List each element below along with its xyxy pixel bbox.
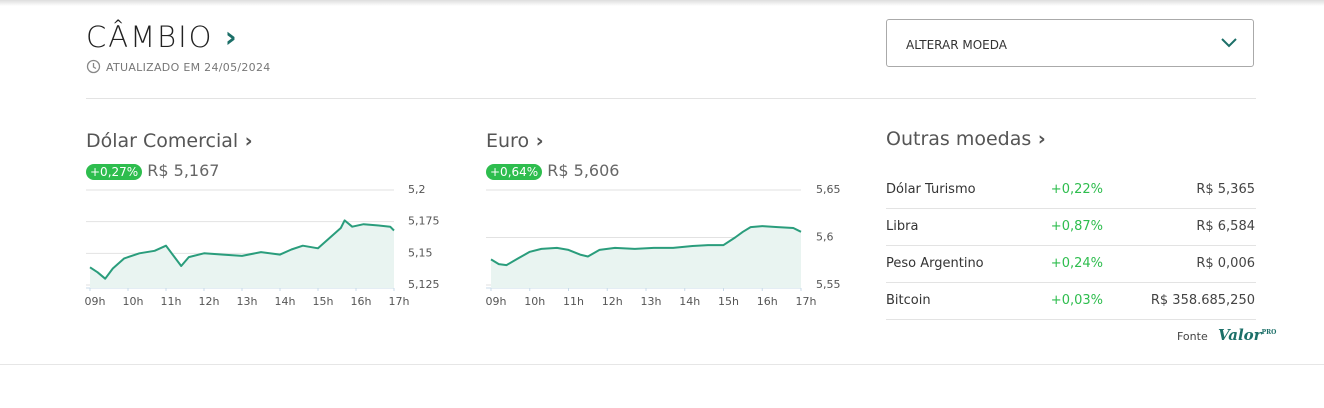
change-badge: +0,27% [86, 164, 143, 180]
section-title[interactable]: CÂMBIO [86, 20, 214, 54]
currency-name: Bitcoin [886, 293, 931, 308]
x-tick-label: 16h [757, 295, 778, 308]
x-tick-label: 13h [641, 295, 662, 308]
x-tick-label: 09h [85, 295, 106, 308]
area [491, 226, 801, 288]
line [89, 219, 395, 280]
updated-date: ATUALIZADO EM 24/05/2024 [106, 61, 271, 74]
x-tick-label: 09h [486, 295, 507, 308]
currency-price: R$ 6,584 [1196, 219, 1255, 234]
chart-title[interactable]: Euro [486, 130, 530, 152]
currency-row: Peso Argentino +0,24% R$ 0,006 [886, 245, 1256, 283]
chart-title[interactable]: Dólar Comercial [86, 130, 239, 152]
area [90, 220, 394, 288]
currency-name: Peso Argentino [886, 256, 984, 271]
x-tick-label: 11h [161, 295, 182, 308]
y-tick-label: 5,65 [816, 183, 841, 196]
top-shadow [0, 0, 1324, 6]
bottom-divider [0, 364, 1324, 365]
price: R$ 5,606 [547, 161, 620, 180]
chevron-down [1221, 38, 1237, 48]
clock-icon [86, 59, 101, 74]
y-tick-label: 5,125 [408, 278, 440, 291]
x-tick-label: 17h [796, 295, 817, 308]
currency-price: R$ 5,365 [1196, 182, 1255, 197]
y-tick-label: 5,55 [816, 278, 841, 291]
x-tick-label: 10h [524, 295, 545, 308]
x-tick-label: 14h [679, 295, 700, 308]
currency-change: +0,22% [1050, 182, 1103, 197]
quote: +0,64% R$ 5,606 [486, 161, 619, 180]
y-tick-label: 5,175 [408, 215, 440, 228]
currency-row: Bitcoin +0,03% R$ 358.685,250 [886, 282, 1256, 320]
x-tick-label: 16h [351, 295, 372, 308]
currency-price: R$ 358.685,250 [1150, 293, 1255, 308]
x-tick-label: 13h [237, 295, 258, 308]
brand-sup: PRO [1261, 329, 1277, 336]
currency-price: R$ 0,006 [1196, 256, 1255, 271]
x-tick-label: 12h [602, 295, 623, 308]
y-tick-label: 5,15 [408, 246, 433, 259]
currency-name: Dólar Turismo [886, 182, 976, 197]
brand: Valor [1218, 326, 1262, 344]
x-tick-label: 15h [718, 295, 739, 308]
source-label: Fonte [1177, 330, 1208, 343]
line [490, 225, 802, 267]
x-tick-label: 11h [563, 295, 584, 308]
charts: 5,2 5,175 5,15 5,125 09h 10h 11h 12h 13h 14h 15h 16… [85, 183, 841, 308]
chart-heading[interactable]: Euro › [486, 130, 544, 152]
other-title[interactable]: Outras moedas [886, 128, 1032, 150]
x-tick-label: 12h [199, 295, 220, 308]
currency-change: +0,87% [1050, 219, 1103, 234]
currency-select[interactable]: ALTERAR MOEDA [886, 19, 1254, 67]
price: R$ 5,167 [147, 161, 220, 180]
currency-row: Dólar Turismo +0,22% R$ 5,365 [886, 171, 1256, 209]
source-brand: ValorPRO [1218, 326, 1276, 344]
x-tick-label: 14h [275, 295, 296, 308]
other-heading[interactable]: Outras moedas › [886, 128, 1046, 150]
change-badge: +0,64% [486, 164, 543, 180]
x-tick-label: 10h [123, 295, 144, 308]
divider [86, 98, 1256, 99]
quote: +0,27% R$ 5,167 [86, 161, 219, 180]
select-label[interactable]: ALTERAR MOEDA [906, 38, 1007, 52]
y-tick-label: 5,2 [408, 183, 426, 196]
section-header[interactable]: CÂMBIO › [86, 20, 239, 54]
currency-change: +0,03% [1050, 293, 1103, 308]
chart-heading[interactable]: Dólar Comercial › [86, 130, 253, 152]
y-tick-label: 5,6 [816, 231, 834, 244]
currency-name: Libra [886, 219, 919, 234]
x-tick-label: 17h [389, 295, 410, 308]
x-tick-label: 15h [313, 295, 334, 308]
currency-change: +0,24% [1050, 256, 1103, 271]
currency-row: Libra +0,87% R$ 6,584 [886, 208, 1256, 246]
